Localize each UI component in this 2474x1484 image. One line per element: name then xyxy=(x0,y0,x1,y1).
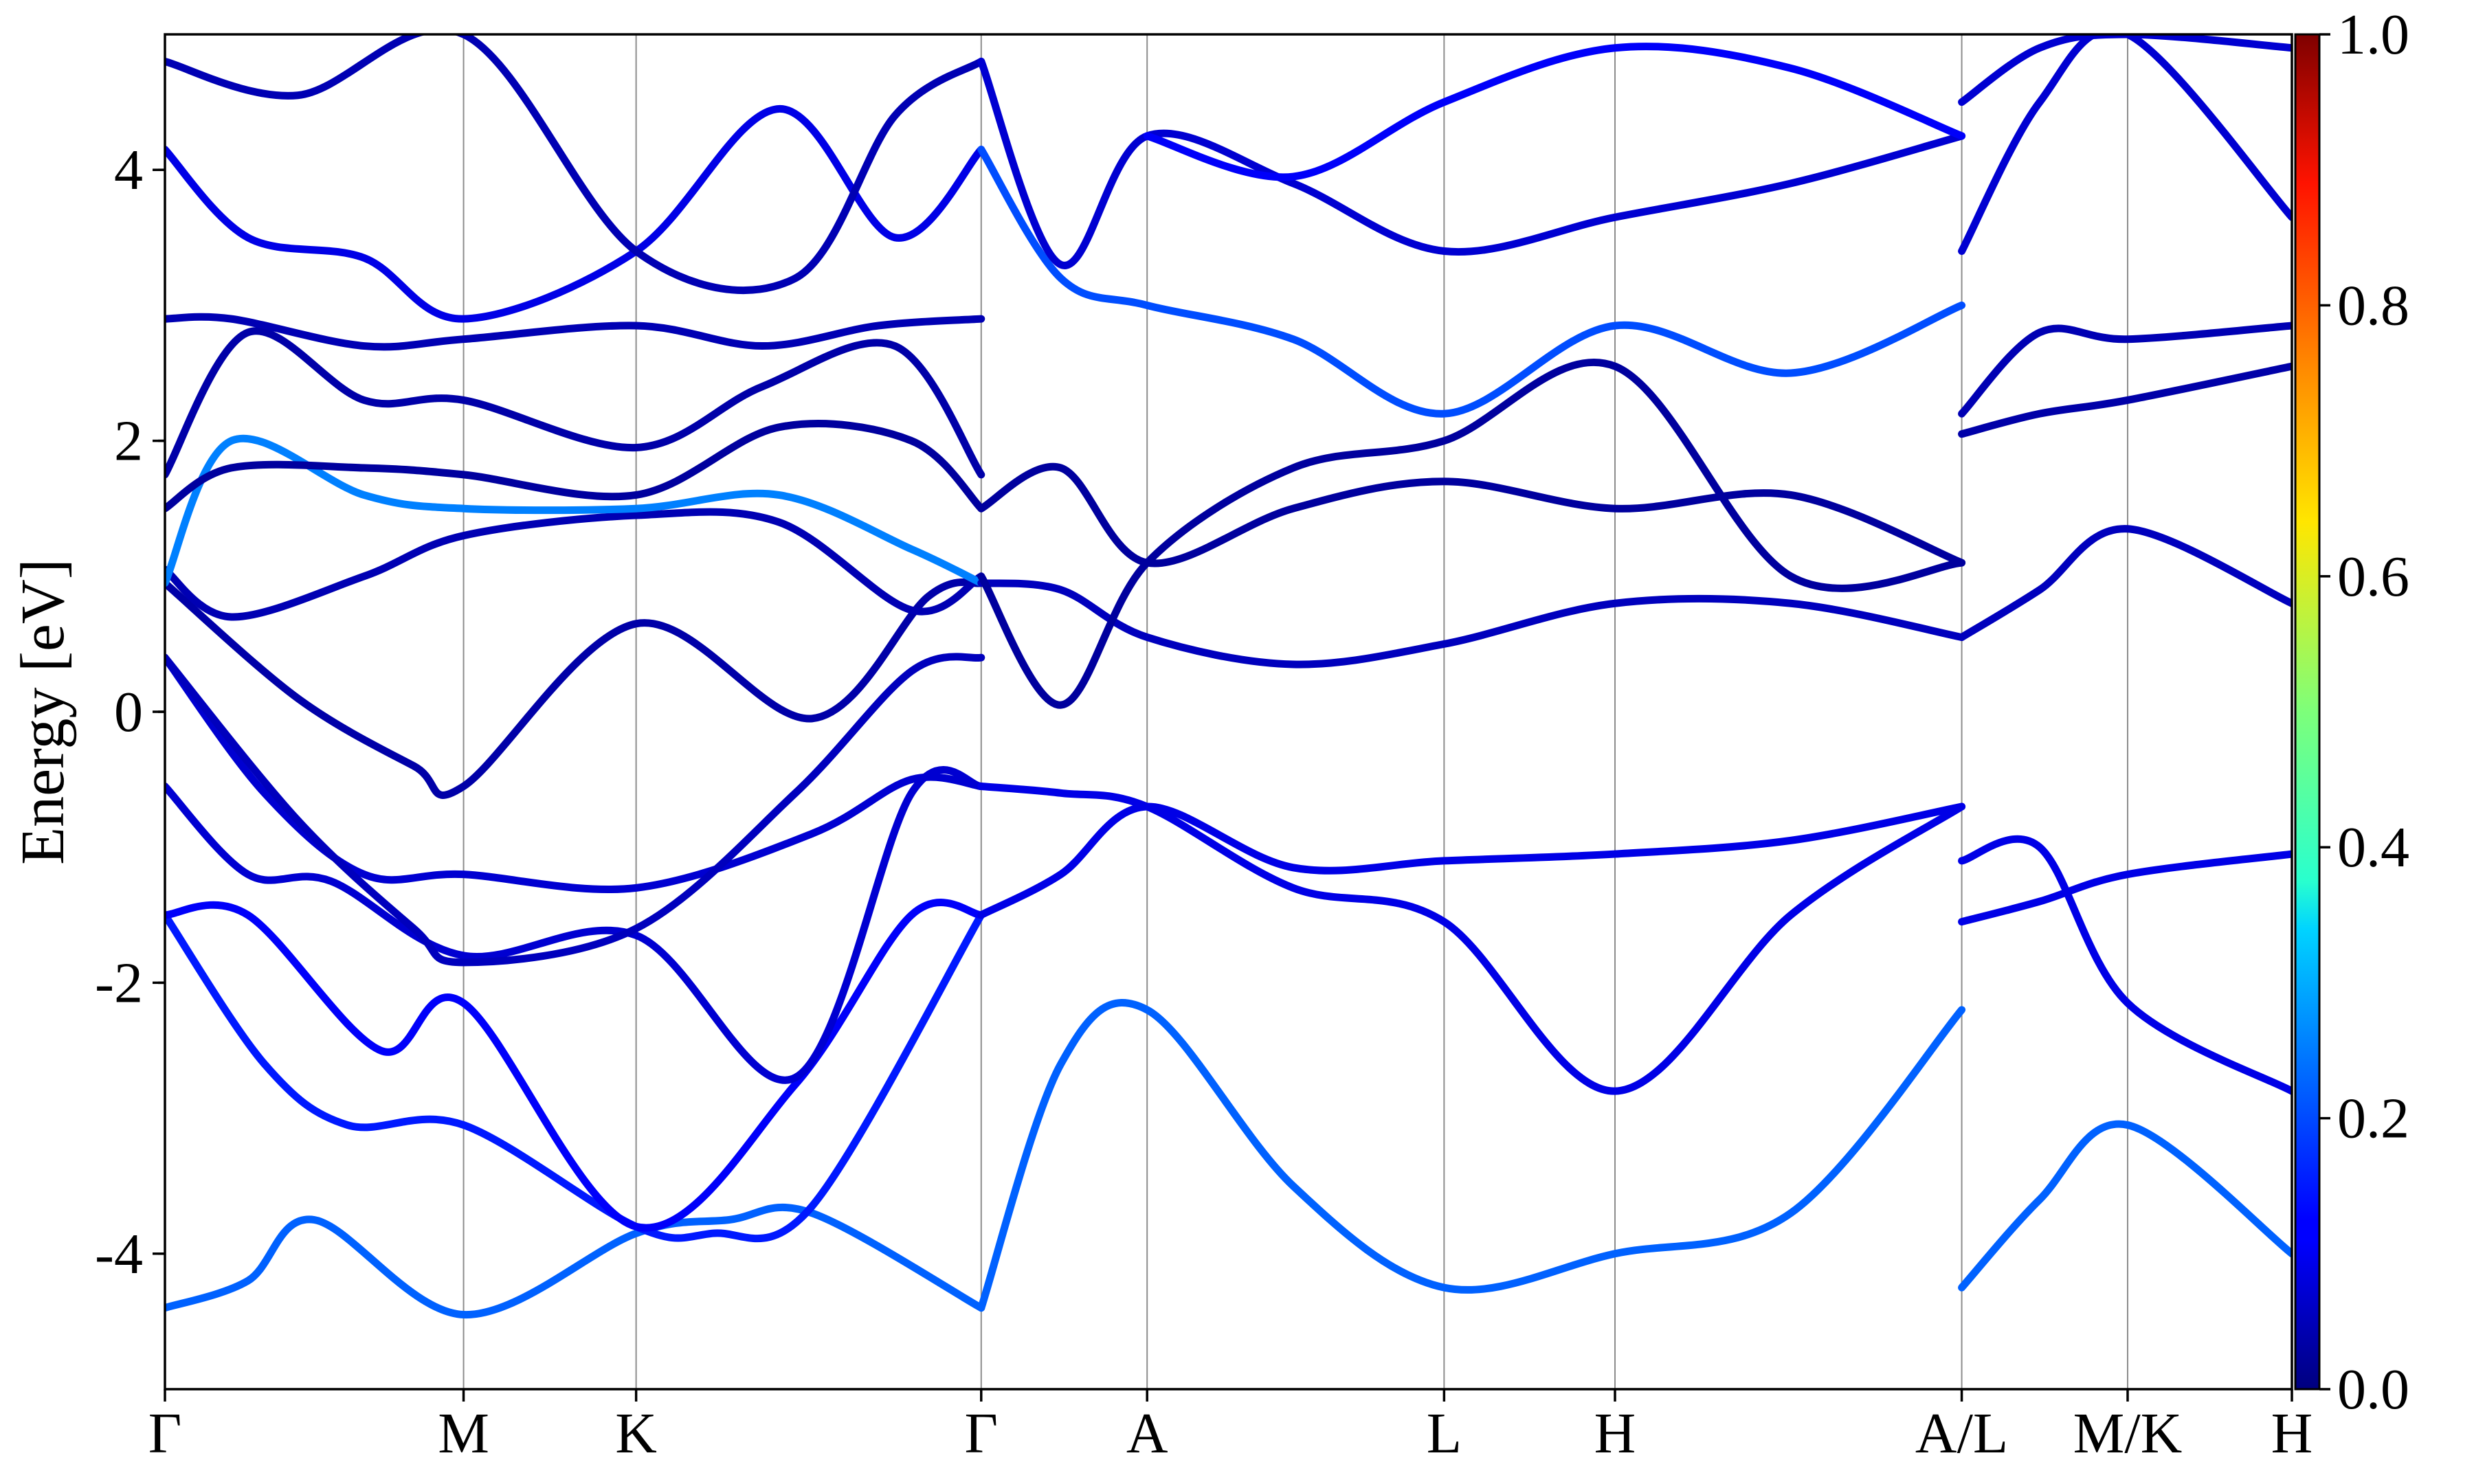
band-line-2 xyxy=(165,899,985,1232)
x-tick-label: Γ xyxy=(965,1402,999,1465)
band-line-4 xyxy=(165,653,985,893)
band-line-8 xyxy=(165,434,985,587)
band-line-7 xyxy=(165,508,985,621)
band-line-30 xyxy=(1958,34,2292,106)
x-tick-label: L xyxy=(1427,1402,1462,1465)
colorbar-tick-label: 0.6 xyxy=(2337,545,2409,609)
colorbar-tick-label: 1.0 xyxy=(2337,3,2409,67)
colorbar-tick-label: 0.2 xyxy=(2337,1087,2409,1151)
y-tick-label: 2 xyxy=(114,409,143,473)
band-line-9 xyxy=(165,420,985,513)
band-line-27 xyxy=(1958,362,2292,438)
band-line-21 xyxy=(977,57,1966,269)
x-tick-label: M xyxy=(438,1402,489,1465)
y-tick-label: 0 xyxy=(114,680,143,744)
band-line-18 xyxy=(977,358,1966,709)
band-line-11 xyxy=(165,313,985,351)
plot-frame xyxy=(164,33,2293,1391)
x-tick-label: M/K xyxy=(2073,1402,2183,1465)
colorbar-ticks: 0.0 0.2 0.4 0.6 0.8 1.0 xyxy=(2319,3,2409,1421)
band-line-22 xyxy=(1143,43,1966,181)
band-line-19 xyxy=(977,462,1966,567)
band-line-26 xyxy=(1958,525,2292,642)
band-line-0 xyxy=(165,1203,985,1319)
colorbar xyxy=(2294,33,2321,1391)
band-line-5 xyxy=(165,653,985,967)
band-line-28 xyxy=(1958,322,2292,418)
band-line-1 xyxy=(165,911,985,1243)
band-line-25 xyxy=(1958,835,2292,1095)
y-tick-label: 4 xyxy=(114,138,143,202)
y-axis-ticks: -4 -2 0 2 4 xyxy=(95,138,165,1286)
colorbar-tick-label: 0.0 xyxy=(2337,1358,2409,1421)
x-tick-label: Γ xyxy=(148,1402,182,1465)
x-tick-label: H xyxy=(1594,1402,1636,1465)
band-line-6 xyxy=(165,578,985,799)
y-axis-title: Energy [eV] xyxy=(9,559,77,865)
x-tick-label: A/L xyxy=(1915,1402,2008,1465)
band-line-3 xyxy=(165,766,985,1084)
x-tick-label: H xyxy=(2271,1402,2313,1465)
band-line-15 xyxy=(977,802,1966,919)
band-line-24 xyxy=(1958,850,2292,926)
x-tick-label: K xyxy=(615,1402,657,1465)
band-lines xyxy=(165,34,2292,1319)
band-line-10 xyxy=(165,327,985,479)
band-line-12 xyxy=(165,104,985,323)
band-line-17 xyxy=(977,579,1966,668)
band-line-20 xyxy=(977,146,1966,418)
colorbar-tick-label: 0.4 xyxy=(2337,816,2409,879)
y-tick-label: -4 xyxy=(95,1222,143,1286)
band-line-23 xyxy=(1958,1120,2292,1292)
band-line-16 xyxy=(977,782,1966,1095)
x-tick-label: A xyxy=(1126,1402,1168,1465)
colorbar-tick-label: 0.8 xyxy=(2337,273,2409,337)
band-line-14 xyxy=(977,999,1966,1312)
k-point-gridlines xyxy=(463,34,2128,1389)
x-axis-ticks: Γ M K Γ A L H A/L M/K H xyxy=(148,1389,2313,1465)
y-tick-label: -2 xyxy=(95,951,143,1015)
band-line-13 xyxy=(165,34,985,295)
